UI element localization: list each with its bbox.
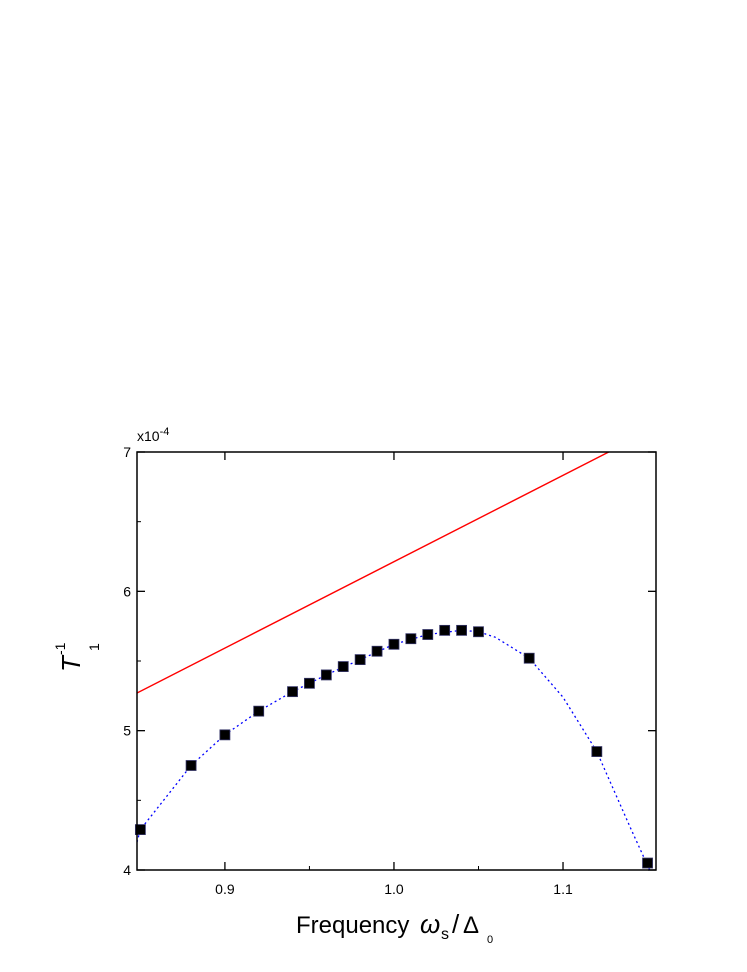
x-label-delta: Δ — [463, 912, 479, 939]
x-tick-label: 1.1 — [553, 881, 573, 897]
plot-frame — [136, 451, 657, 871]
data-point — [253, 705, 265, 717]
y-label-subscript: 1 — [86, 643, 102, 651]
y-tick-label: 5 — [123, 723, 131, 739]
data-point — [523, 652, 535, 664]
y-tick-label: 6 — [123, 583, 131, 599]
data-point — [304, 677, 315, 689]
data-point — [134, 824, 146, 835]
x-axis-ticks: 0.9 1.0 1.1 — [215, 452, 573, 897]
data-point — [337, 661, 349, 672]
fit-curve-dotted-line — [137, 629, 651, 870]
data-point — [388, 638, 400, 650]
series-layer — [137, 452, 651, 870]
data-point — [320, 669, 332, 681]
y-multiplier: x10-4 — [137, 426, 169, 444]
y-label-superscript: -1 — [52, 642, 68, 655]
reference-line — [137, 452, 610, 694]
marker-layer — [134, 624, 653, 869]
x-label-slash: / — [452, 909, 460, 939]
y-axis-ticks: 4 5 6 7 — [123, 444, 656, 878]
data-point — [439, 624, 451, 636]
data-point — [456, 624, 467, 636]
data-point — [591, 746, 603, 757]
y-label-symbol: T — [56, 654, 86, 672]
x-tick-label: 0.9 — [215, 881, 235, 897]
data-point — [371, 645, 383, 657]
data-point — [422, 629, 434, 640]
data-point — [473, 626, 484, 638]
x-tick-label: 1.0 — [384, 881, 404, 897]
y-tick-label: 7 — [123, 444, 131, 460]
data-point — [287, 686, 298, 698]
data-point — [405, 633, 417, 645]
x-label-delta-subscript: 0 — [487, 934, 493, 946]
data-point — [185, 760, 197, 771]
x-axis-label: Frequency ω s / Δ 0 — [296, 909, 493, 946]
y-axis-label: T -1 1 — [52, 642, 102, 672]
x-axis-label-text: Frequency — [296, 912, 409, 939]
data-point — [642, 857, 653, 869]
x-label-omega-subscript: s — [441, 926, 449, 943]
y-tick-label: 4 — [123, 862, 131, 878]
data-point — [354, 654, 366, 666]
x-label-omega: ω — [420, 909, 440, 939]
data-point — [219, 729, 231, 741]
